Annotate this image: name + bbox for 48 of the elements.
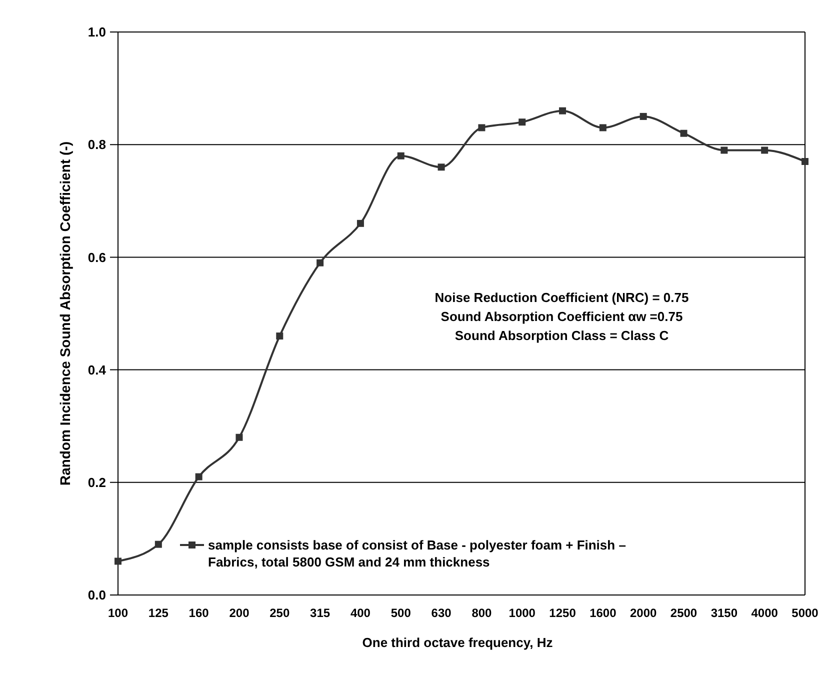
x-tick-label: 3150 (710, 606, 738, 620)
y-tick-label: 0.8 (88, 137, 106, 152)
x-tick-label: 1000 (508, 606, 536, 620)
point (478, 124, 486, 132)
y-tick-label: 0.6 (88, 250, 106, 265)
point (640, 112, 647, 120)
legend-label: sample consists base of consist of Base - polyester foam + Finish – Fabrics, total 5800 GSM and 24 mm thickness (208, 538, 626, 570)
x-tick-label: 160 (188, 606, 210, 620)
annotation: Noise Reduction Coefficient (NRC) = 0.75 (434, 290, 689, 305)
x-tick-label: 630 (431, 606, 452, 620)
y-axis-title: Random Incidence Sound Absorption Coefficient (-) (57, 141, 73, 486)
x-tick-label: 4000 (751, 606, 778, 620)
point (114, 558, 122, 565)
annotation: Sound Absorption Coefficient αw =0.75 (440, 309, 683, 324)
x-tick-label: 2000 (630, 606, 658, 620)
y-tick-label: 0.2 (88, 474, 106, 490)
point (680, 130, 688, 137)
x-tick-label: 125 (148, 606, 169, 620)
point (599, 124, 606, 132)
point (236, 434, 243, 441)
point (316, 259, 324, 266)
x-tick-label: 100 (108, 606, 128, 620)
x-tick-label: 1600 (590, 606, 617, 620)
point (802, 158, 808, 165)
point (559, 107, 566, 114)
point (397, 152, 404, 160)
x-tick-label: 1250 (549, 606, 576, 620)
y-tick-label: 1.0 (88, 24, 106, 40)
x-tick-label: 2500 (670, 606, 698, 620)
x-tick-label: 400 (350, 606, 371, 620)
point (720, 146, 728, 154)
x-axis-title: One third octave frequency, Hz (362, 635, 554, 650)
point (518, 118, 526, 126)
x-tick-label: 5000 (792, 606, 819, 620)
annotation: Sound Absorption Class = Class C (454, 328, 670, 343)
point (761, 146, 768, 154)
point (195, 473, 202, 480)
point (276, 332, 284, 340)
point (356, 220, 364, 227)
point (438, 164, 445, 171)
x-tick-label: 315 (310, 606, 330, 620)
x-tick-label: 800 (472, 606, 492, 620)
y-tick-label: 0.4 (88, 362, 107, 378)
point (154, 540, 162, 548)
x-tick-label: 200 (229, 606, 250, 620)
x-tick-label: 250 (270, 606, 290, 620)
x-tick-label: 500 (390, 606, 412, 620)
y-tick-label: 0.0 (88, 588, 106, 603)
